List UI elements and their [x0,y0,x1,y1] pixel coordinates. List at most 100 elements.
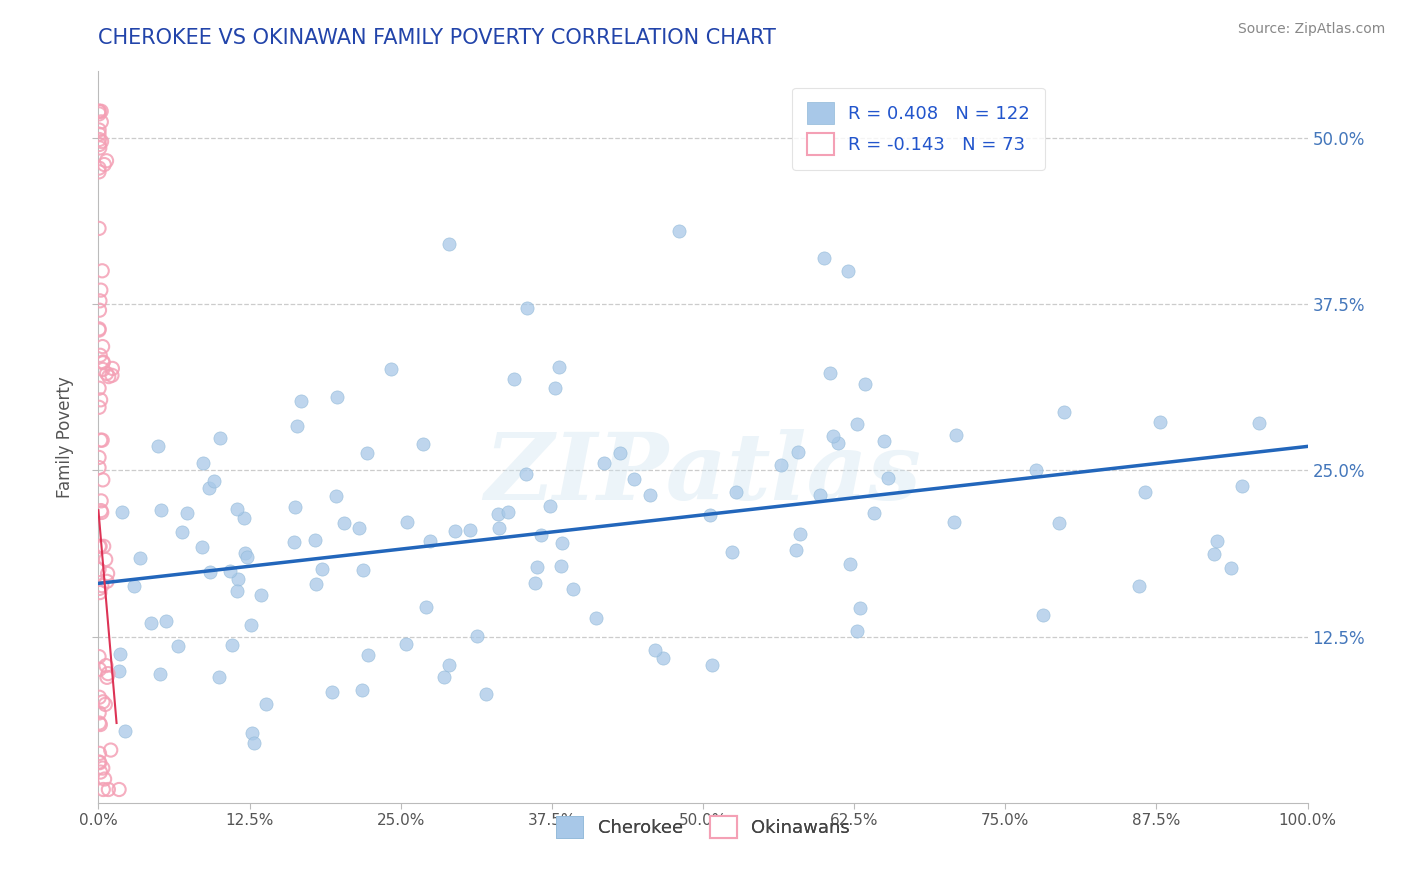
Point [240,726,263,740]
Point [87,104,110,119]
Point [97,782,120,797]
Point [91,355,114,369]
Point [89,747,111,761]
Point [97,566,120,581]
Point [87,381,110,395]
Point [808,488,831,502]
Point [412,437,434,451]
Point [488,521,510,535]
Point [1149,415,1171,429]
Point [167,639,190,653]
Point [89,765,111,780]
Point [90,104,112,119]
Point [1230,479,1253,493]
Point [544,381,567,395]
Point [198,565,221,579]
Point [191,540,214,554]
Point [87,322,110,336]
Point [290,393,312,408]
Point [97,666,120,681]
Point [304,533,326,547]
Point [515,467,537,482]
Point [325,489,347,503]
Point [89,706,111,720]
Point [91,356,114,370]
Point [89,756,111,770]
Point [526,560,548,574]
Point [770,458,793,473]
Point [155,614,177,628]
Point [813,251,835,265]
Point [87,104,110,119]
Point [141,615,163,630]
Point [789,527,811,541]
Y-axis label: Family Poverty: Family Poverty [56,376,75,498]
Point [96,670,118,684]
Point [395,637,418,651]
Point [827,435,849,450]
Point [787,445,810,459]
Point [89,132,111,146]
Point [585,610,607,624]
Point [1219,561,1241,575]
Point [146,439,169,453]
Point [89,585,111,599]
Point [90,503,112,517]
Point [90,283,112,297]
Point [236,549,259,564]
Point [108,664,131,678]
Point [437,237,460,252]
Point [108,782,131,797]
Point [96,574,118,589]
Point [1205,534,1227,549]
Point [395,515,418,529]
Point [547,359,569,374]
Point [191,457,214,471]
Point [87,165,110,179]
Point [1047,516,1070,531]
Point [89,107,111,121]
Point [94,658,117,673]
Point [89,690,111,705]
Point [305,577,328,591]
Point [845,417,868,431]
Point [198,481,221,495]
Point [530,528,553,542]
Point [516,301,538,316]
Point [609,446,631,460]
Point [91,695,114,709]
Point [89,662,111,676]
Point [100,743,122,757]
Point [311,561,333,575]
Point [87,161,110,175]
Point [873,434,896,449]
Point [644,642,666,657]
Point [90,579,112,593]
Point [848,601,870,615]
Point [285,419,308,434]
Point [87,123,110,137]
Point [89,716,111,731]
Point [91,433,114,447]
Point [562,582,585,596]
Point [94,552,117,566]
Point [101,368,124,383]
Point [91,264,114,278]
Point [226,501,249,516]
Text: ZIPatlas: ZIPatlas [485,429,921,518]
Point [91,782,114,797]
Point [1128,578,1150,592]
Text: Source: ZipAtlas.com: Source: ZipAtlas.com [1237,22,1385,37]
Point [89,137,111,152]
Point [433,670,456,684]
Point [114,724,136,739]
Point [208,670,231,684]
Point [467,629,489,643]
Point [219,564,242,578]
Point [89,293,111,308]
Point [91,473,114,487]
Point [1031,607,1053,622]
Point [356,648,378,662]
Point [87,450,110,465]
Point [233,546,256,560]
